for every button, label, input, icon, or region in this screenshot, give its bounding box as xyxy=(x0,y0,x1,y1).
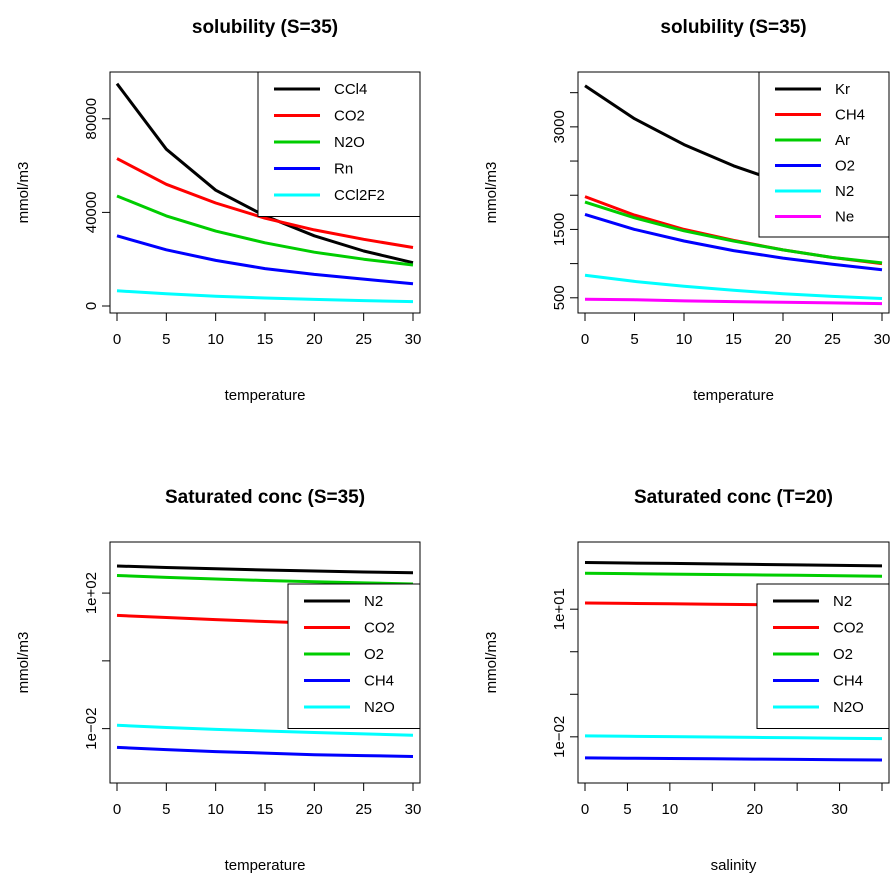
legend-label-co2: CO2 xyxy=(364,620,395,637)
x-tick-label: 5 xyxy=(162,331,170,348)
legend-label-ar: Ar xyxy=(835,132,850,149)
x-tick-label: 5 xyxy=(623,801,631,818)
legend: N2 CO2 O2 CH4 N2O xyxy=(287,583,421,729)
y-tick-label: 1e−02 xyxy=(83,708,100,750)
x-tick-label: 10 xyxy=(207,331,224,348)
x-tick-label: 0 xyxy=(113,331,121,348)
legend-box xyxy=(756,583,890,729)
series-line-co2 xyxy=(116,157,414,249)
legend-label-n2o: N2O xyxy=(364,699,395,716)
x-axis-label: temperature xyxy=(693,387,774,404)
legend-label-ne: Ne xyxy=(835,209,854,226)
legend-label-n2o: N2O xyxy=(833,699,864,716)
series-line-n2o xyxy=(116,194,414,267)
legend-label-co2: CO2 xyxy=(833,620,864,637)
chart-title: solubility (S=35) xyxy=(192,17,338,38)
legend-label-rn: Rn xyxy=(334,161,353,178)
x-tick-label: 20 xyxy=(306,331,323,348)
series-line-n2o xyxy=(584,734,883,741)
legend-box xyxy=(758,71,890,238)
y-tick-label: 80000 xyxy=(83,98,100,140)
x-tick-label: 25 xyxy=(355,331,372,348)
y-axis-label: mmol/m3 xyxy=(483,632,500,694)
series-line-ch4 xyxy=(116,745,414,758)
y-tick-label: 1e+02 xyxy=(83,572,100,614)
legend-label-ch4: CH4 xyxy=(364,673,394,690)
x-tick-label: 10 xyxy=(676,331,693,348)
legend: CCl4 CO2 N2O Rn CCl2F2 xyxy=(257,71,421,217)
series-line-o2 xyxy=(584,571,883,578)
series-line-n2 xyxy=(584,273,883,300)
y-tick-label: 0 xyxy=(83,302,100,310)
y-tick-label: 1500 xyxy=(551,213,568,246)
x-tick-label: 0 xyxy=(113,801,121,818)
legend: N2 CO2 O2 CH4 N2O xyxy=(756,583,890,729)
x-tick-label: 0 xyxy=(581,331,589,348)
chart-title: Saturated conc (T=20) xyxy=(634,487,833,508)
x-tick-label: 15 xyxy=(257,331,274,348)
legend: Kr CH4 Ar O2 N2 Ne xyxy=(758,71,890,238)
x-tick-label: 20 xyxy=(306,801,323,818)
legend-label-n2o: N2O xyxy=(334,134,365,151)
legend-label-n2: N2 xyxy=(833,593,852,610)
x-tick-label: 30 xyxy=(874,331,891,348)
legend-box xyxy=(257,71,421,217)
y-axis-label: mmol/m3 xyxy=(483,162,500,224)
legend-label-o2: O2 xyxy=(835,158,855,175)
x-tick-label: 20 xyxy=(746,801,763,818)
plot-frame xyxy=(577,541,890,784)
series-line-n2 xyxy=(584,561,883,568)
chart-title: solubility (S=35) xyxy=(660,17,806,38)
y-tick-label: 500 xyxy=(551,285,568,310)
series-line-rn xyxy=(116,234,414,286)
x-axis-label: temperature xyxy=(225,387,306,404)
series-line-ne xyxy=(584,297,883,306)
y-tick-label: 1e−02 xyxy=(551,716,568,758)
y-axis-label: mmol/m3 xyxy=(15,632,32,694)
y-tick-label: 40000 xyxy=(83,192,100,234)
x-tick-label: 5 xyxy=(630,331,638,348)
legend-label-o2: O2 xyxy=(833,646,853,663)
y-axis-label: mmol/m3 xyxy=(15,162,32,224)
x-tick-label: 30 xyxy=(405,801,422,818)
legend-label-n2: N2 xyxy=(835,183,854,200)
series-line-n2o xyxy=(116,723,414,737)
series-line-o2 xyxy=(116,574,414,586)
legend-label-co2: CO2 xyxy=(334,108,365,125)
x-axis-label: temperature xyxy=(225,857,306,874)
x-tick-label: 25 xyxy=(824,331,841,348)
x-tick-label: 20 xyxy=(775,331,792,348)
x-tick-label: 15 xyxy=(257,801,274,818)
x-tick-label: 30 xyxy=(405,331,422,348)
series-line-ar xyxy=(584,200,883,265)
x-tick-label: 30 xyxy=(831,801,848,818)
x-tick-label: 15 xyxy=(725,331,742,348)
legend-label-ccl4: CCl4 xyxy=(334,81,367,98)
y-tick-label: 3000 xyxy=(551,110,568,143)
x-tick-label: 10 xyxy=(662,801,679,818)
x-tick-label: 10 xyxy=(207,801,224,818)
x-tick-label: 0 xyxy=(581,801,589,818)
x-axis-label: salinity xyxy=(711,857,757,874)
legend-label-ch4: CH4 xyxy=(833,673,863,690)
chart-title: Saturated conc (S=35) xyxy=(165,487,365,508)
chart-panel-4: Saturated conc (T=20) N2 CO2 O2 CH4 N2O 0 5 10 20… xyxy=(483,487,890,874)
legend-label-kr: Kr xyxy=(835,81,850,98)
series-line-n2 xyxy=(116,564,414,575)
x-tick-label: 5 xyxy=(162,801,170,818)
chart-panel-3: Saturated conc (S=35) N2 CO2 O2 CH4 N2O 0 5 10 15… xyxy=(15,487,421,874)
legend-label-n2: N2 xyxy=(364,593,383,610)
series-line-o2 xyxy=(584,212,883,272)
series-line-ccl2f2 xyxy=(116,289,414,304)
y-tick-label: 1e+01 xyxy=(551,588,568,630)
legend-label-ccl2f2: CCl2F2 xyxy=(334,187,385,204)
legend-box xyxy=(287,583,421,729)
series-line-ch4 xyxy=(584,756,883,762)
chart-panel-2: solubility (S=35) Kr CH4 Ar O2 N2 Ne 0 5 10 15 20 25… xyxy=(483,17,890,404)
legend-label-ch4: CH4 xyxy=(835,107,865,124)
legend-label-o2: O2 xyxy=(364,646,384,663)
x-tick-label: 25 xyxy=(355,801,372,818)
chart-panel-1: solubility (S=35) CCl4 CO2 N2O Rn CCl2F2 0 5 10 1… xyxy=(15,17,421,404)
